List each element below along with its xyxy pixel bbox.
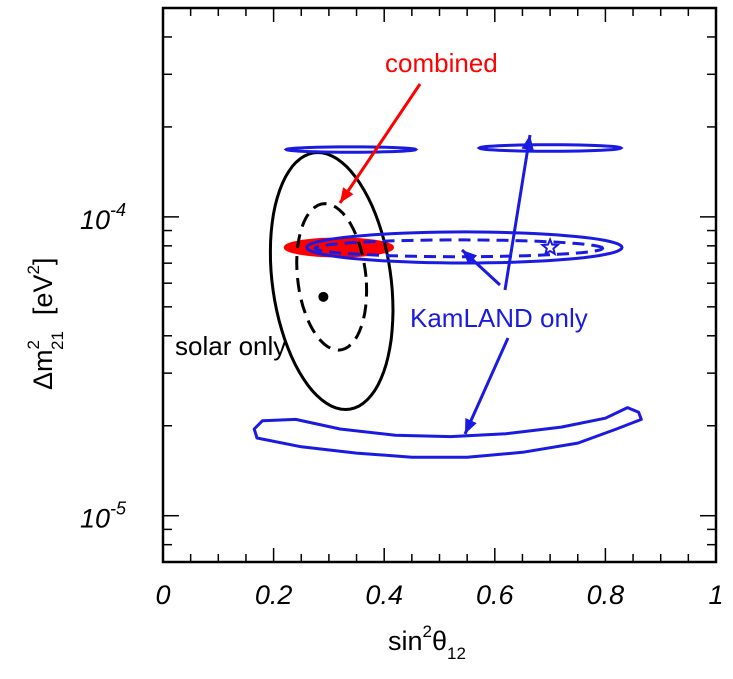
y-axis-title: Δm2 21[eV2] xyxy=(24,258,67,390)
y-tick-label: 10-5 xyxy=(80,499,127,534)
combined-label: combined xyxy=(385,48,498,78)
solar-contour-outer xyxy=(268,150,395,412)
kamland-contour-middle-dashed xyxy=(313,238,605,259)
kamland-arrow-lower xyxy=(463,337,510,435)
kamland-contour-upper-right xyxy=(476,143,624,153)
annotation-arrows xyxy=(338,83,534,435)
solar-contour-inner xyxy=(295,202,369,352)
x-tick-label: 0.6 xyxy=(476,580,515,610)
kamland-arrow-lower-head xyxy=(465,418,477,434)
x-tick-label: 1 xyxy=(708,580,723,610)
kamland-contour-lower xyxy=(252,406,643,459)
solar-only-label: solar only xyxy=(175,331,286,361)
plot-frame xyxy=(161,6,718,564)
kamland-arrow-upper xyxy=(503,134,532,291)
x-tick-label: 0.4 xyxy=(365,580,403,610)
contour-regions xyxy=(252,143,643,459)
x-tick-label: 0.8 xyxy=(587,580,625,610)
tick-marks xyxy=(162,7,717,563)
kamland-arrow-upper-head xyxy=(521,135,534,151)
combined-arrow xyxy=(338,83,422,204)
kamland-only-label: KamLAND only xyxy=(410,303,588,333)
x-tick-label: 0 xyxy=(155,580,170,610)
solar-best-fit-dot xyxy=(318,291,329,302)
y-tick-label: 10-4 xyxy=(80,200,126,235)
x-tick-label: 0.2 xyxy=(255,580,293,610)
kamland-best-fit-star xyxy=(539,236,561,257)
y-tick-labels: 10-5 10-4 xyxy=(80,200,127,534)
combined-arrow-head xyxy=(340,187,354,203)
x-axis-title: sin2θ12 xyxy=(388,622,466,663)
kamland-arrow-middle-head xyxy=(462,250,478,265)
x-tick-labels: 0 0.2 0.4 0.6 0.8 1 xyxy=(155,580,723,610)
kamland-contour-upper-left xyxy=(283,145,419,154)
kamland-contour-middle xyxy=(305,230,624,265)
